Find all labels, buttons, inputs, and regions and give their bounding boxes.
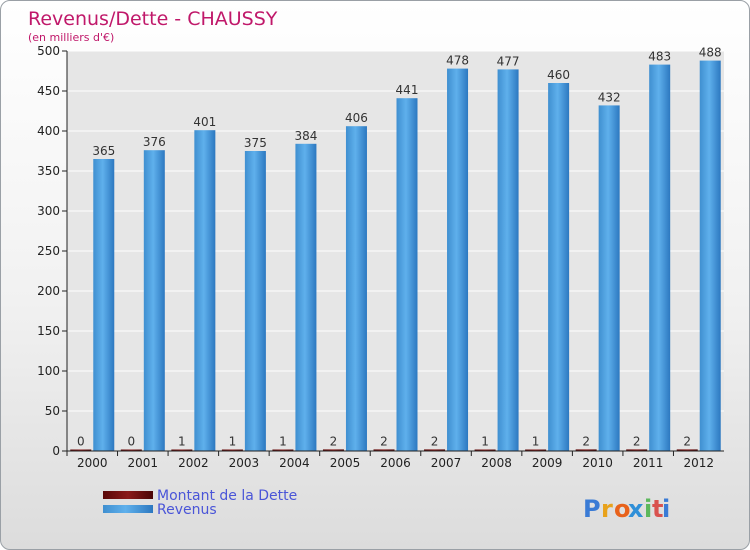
- logo-letter-4: i: [644, 495, 652, 523]
- y-tick-label-450: 450: [37, 84, 60, 98]
- bar-revenus-2000: [93, 159, 115, 451]
- bar-dette-2000: [70, 449, 92, 451]
- bar-revenus-2012: [699, 60, 721, 451]
- label-dette-2002: 1: [178, 435, 186, 449]
- bars: [70, 60, 721, 452]
- bar-revenus-2002: [194, 130, 216, 451]
- bar-revenus-2005: [345, 126, 367, 451]
- bar-revenus-2009: [548, 83, 570, 451]
- label-revenus-2009: 460: [547, 68, 570, 82]
- y-tick-label-200: 200: [37, 284, 60, 298]
- x-tick-label-2001: 2001: [128, 456, 159, 470]
- x-tick-label-2000: 2000: [77, 456, 108, 470]
- y-tick-label-150: 150: [37, 324, 60, 338]
- y-tick-label-50: 50: [45, 404, 60, 418]
- bar-dette-2004: [272, 449, 294, 451]
- label-dette-2006: 2: [380, 434, 388, 448]
- bar-dette-2009: [525, 449, 547, 451]
- chart-title: Revenus/Dette - CHAUSSY: [28, 8, 278, 30]
- label-revenus-2010: 432: [598, 90, 621, 104]
- x-tick-label-2007: 2007: [431, 456, 462, 470]
- legend-label-dette: Montant de la Dette: [157, 488, 297, 504]
- label-dette-2004: 1: [279, 435, 287, 449]
- y-tick-label-250: 250: [37, 244, 60, 258]
- bar-dette-2006: [373, 449, 395, 451]
- logo-letter-1: r: [601, 495, 613, 523]
- logo-letter-0: P: [583, 495, 601, 523]
- x-tick-label-2004: 2004: [279, 456, 310, 470]
- bar-dette-2001: [120, 449, 142, 451]
- logo-letter-2: o: [614, 495, 631, 523]
- legend: Montant de la Dette Revenus: [103, 488, 297, 518]
- bar-revenus-2003: [244, 151, 266, 451]
- y-tick-label-100: 100: [37, 364, 60, 378]
- label-dette-2005: 2: [330, 434, 338, 448]
- label-dette-2000: 0: [77, 435, 85, 449]
- legend-swatch-revenus: [103, 505, 153, 513]
- bar-dette-2011: [626, 449, 648, 451]
- label-revenus-2012: 488: [699, 46, 722, 60]
- label-revenus-2005: 406: [345, 111, 368, 125]
- x-tick-label-2012: 2012: [683, 456, 714, 470]
- bar-dette-2008: [474, 449, 496, 451]
- bar-revenus-2001: [143, 150, 165, 451]
- y-tick-label-300: 300: [37, 204, 60, 218]
- x-tick-label-2009: 2009: [532, 456, 563, 470]
- bar-revenus-2007: [447, 68, 469, 451]
- logo-letter-6: i: [662, 495, 670, 523]
- legend-label-revenus: Revenus: [157, 502, 217, 518]
- x-tick-label-2006: 2006: [380, 456, 411, 470]
- label-revenus-2002: 401: [193, 115, 216, 129]
- x-tick-label-2008: 2008: [481, 456, 512, 470]
- label-dette-2009: 1: [532, 435, 540, 449]
- bar-dette-2003: [221, 449, 243, 451]
- bar-dette-2002: [171, 449, 193, 451]
- y-tick-label-350: 350: [37, 164, 60, 178]
- bar-revenus-2004: [295, 143, 317, 452]
- bar-revenus-2008: [497, 69, 519, 452]
- y-tick-label-0: 0: [52, 444, 60, 458]
- label-dette-2012: 2: [683, 434, 691, 448]
- x-tick-label-2003: 2003: [229, 456, 260, 470]
- label-dette-2008: 1: [481, 435, 489, 449]
- bar-revenus-2010: [598, 105, 620, 452]
- chart-subtitle: (en milliers d'€): [28, 31, 114, 44]
- x-tick-label-2005: 2005: [330, 456, 361, 470]
- data-labels: 0 365 0 376 1 401 1 375 1 384 2 406 2 441 2 478 1 477 1 460…: [77, 46, 722, 449]
- x-tick-label-2002: 2002: [178, 456, 209, 470]
- logo-letter-3: x: [628, 495, 644, 523]
- label-revenus-2001: 376: [143, 135, 166, 149]
- label-revenus-2004: 384: [294, 129, 317, 143]
- logo-letter-5: t: [652, 495, 663, 523]
- label-revenus-2008: 477: [497, 54, 520, 68]
- y-tick-label-500: 500: [37, 44, 60, 58]
- label-revenus-2003: 375: [244, 136, 267, 150]
- x-tick-label-2011: 2011: [633, 456, 664, 470]
- label-dette-2001: 0: [127, 435, 135, 449]
- x-tick-label-2010: 2010: [582, 456, 613, 470]
- legend-swatch-dette: [103, 491, 153, 499]
- bar-dette-2007: [424, 449, 446, 451]
- bar-revenus-2011: [649, 64, 671, 451]
- label-dette-2011: 2: [633, 434, 641, 448]
- label-revenus-2000: 365: [92, 144, 115, 158]
- label-revenus-2007: 478: [446, 54, 469, 68]
- bar-revenus-2006: [396, 98, 418, 451]
- label-revenus-2006: 441: [396, 83, 419, 97]
- label-dette-2003: 1: [229, 435, 237, 449]
- y-tick-label-400: 400: [37, 124, 60, 138]
- label-revenus-2011: 483: [648, 50, 671, 64]
- bar-dette-2005: [322, 449, 344, 451]
- bar-dette-2010: [575, 449, 597, 451]
- label-dette-2007: 2: [431, 434, 439, 448]
- bar-dette-2012: [676, 449, 698, 451]
- label-dette-2010: 2: [582, 434, 590, 448]
